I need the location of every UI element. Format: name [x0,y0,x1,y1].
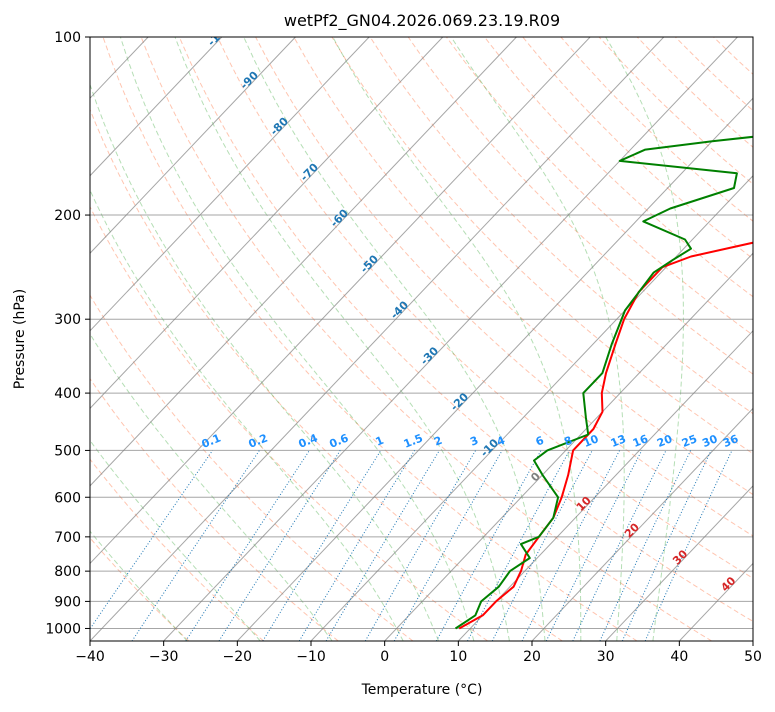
y-axis-label: Pressure (hPa) [12,289,28,389]
x-tick-label: −40 [75,649,105,665]
x-tick-label: 40 [670,649,688,665]
y-tick-label: 600 [54,490,81,506]
y-tick-label: 900 [54,594,81,610]
x-tick-label: 0 [380,649,389,665]
chart-title: wetPf2_GN04.2026.069.23.19.R09 [284,11,560,31]
x-tick-label: 20 [523,649,541,665]
x-tick-label: −10 [296,649,326,665]
y-tick-label: 300 [54,312,81,328]
y-tick-label: 400 [54,386,81,402]
x-tick-label: 30 [597,649,615,665]
x-tick-label: −30 [149,649,179,665]
y-tick-label: 1000 [45,621,81,637]
x-axis-label: Temperature (°C) [361,682,483,698]
y-tick-label: 700 [54,530,81,546]
y-tick-label: 100 [54,30,81,46]
x-tick-label: 10 [449,649,467,665]
y-tick-label: 200 [54,208,81,224]
x-tick-label: 50 [744,649,762,665]
y-tick-label: 500 [54,443,81,459]
y-tick-label: 800 [54,564,81,580]
x-tick-label: −20 [223,649,253,665]
